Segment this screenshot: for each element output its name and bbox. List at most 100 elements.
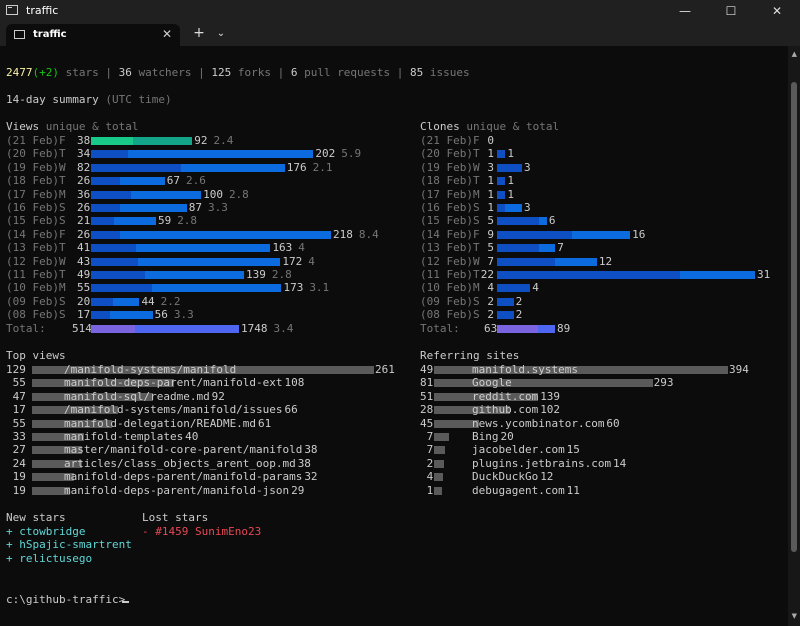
referring-bar xyxy=(434,406,511,415)
summary-heading: 14-day summary (UTC time) xyxy=(6,93,172,106)
top-view-unique: 19 xyxy=(12,470,26,484)
clones-total-label: Total: xyxy=(420,321,460,335)
clones-bar xyxy=(497,271,755,279)
clones-title: Clones xyxy=(420,120,460,133)
views-bar xyxy=(91,311,153,320)
views-bar xyxy=(91,271,245,279)
clones-bar-unique xyxy=(497,177,506,186)
referring-heading: Referring sites xyxy=(420,349,520,362)
views-total-label: Total: xyxy=(6,321,46,335)
clones-bar xyxy=(497,311,514,320)
top-view-total: 261 xyxy=(375,363,395,376)
clones-total-value: 16 xyxy=(632,227,646,241)
top-view-path: manifold-delegation/README.md xyxy=(64,416,257,430)
views-date-label: (12 Feb)W xyxy=(6,254,66,268)
referring-bar xyxy=(434,379,653,388)
views-heading: Views unique & total xyxy=(6,120,138,133)
scroll-up-icon[interactable]: ▲ xyxy=(791,50,797,58)
views-bar-total xyxy=(91,257,281,266)
views-total-value: 172 xyxy=(282,254,303,268)
clones-date-label: (18 Feb)T xyxy=(420,174,480,188)
views-ratio-value: 3.3 xyxy=(208,201,228,214)
top-view-bar xyxy=(32,446,82,455)
views-bar xyxy=(91,137,193,145)
clones-bar xyxy=(497,190,506,199)
clones-date-label: (21 Feb)F xyxy=(420,134,480,147)
views-date-label: (20 Feb)T xyxy=(6,147,66,161)
views-total-value: 56 xyxy=(154,308,168,322)
top-view-total: 32 xyxy=(304,470,318,484)
summary-sub: (UTC time) xyxy=(105,93,172,106)
new-tab-button[interactable]: + xyxy=(193,25,205,41)
views-bar-unique xyxy=(91,217,115,226)
views-bar-unique xyxy=(91,284,152,293)
clones-total-value: 7 xyxy=(557,241,564,255)
views-total-value: 44 xyxy=(141,294,155,308)
referring-total: 394 xyxy=(729,363,749,376)
clones-bar-unique xyxy=(497,190,506,199)
views-ratio-value: 2.6 xyxy=(186,174,206,188)
top-view-total: 29 xyxy=(291,483,305,497)
views-date-label: (09 Feb)S xyxy=(6,294,66,308)
clones-total-value: 2 xyxy=(515,308,523,322)
stars-label: stars | xyxy=(59,66,119,79)
views-ratio-value: 2.1 xyxy=(312,160,333,174)
referring-bar xyxy=(434,366,728,374)
clones-heading: Clones unique & total xyxy=(420,120,559,133)
views-bar-total xyxy=(91,230,331,239)
top-view-bar xyxy=(32,379,174,388)
clones-unique-value: 4 xyxy=(487,281,494,295)
scroll-down-icon[interactable]: ▼ xyxy=(791,612,797,620)
summary-title: 14-day summary xyxy=(6,93,99,106)
referring-site: github.com xyxy=(472,403,539,417)
views-title: Views xyxy=(6,120,40,133)
scrollbar-thumb[interactable] xyxy=(791,82,797,552)
stars-count: 2477 xyxy=(6,66,33,79)
referring-site: Bing xyxy=(472,430,499,443)
top-view-total: 38 xyxy=(297,456,311,470)
top-view-unique: 47 xyxy=(12,389,26,403)
clones-bar xyxy=(497,257,597,266)
clones-bar-unique xyxy=(497,257,556,266)
top-view-path: manifold-deps-parent/manifold-params xyxy=(64,470,303,484)
clones-bar-unique xyxy=(497,204,506,212)
top-view-bar xyxy=(32,406,119,415)
dropdown-chevron-icon[interactable]: ⌄ xyxy=(216,28,226,39)
top-view-path: articles/class_objects_arent_oop.md xyxy=(64,456,296,470)
views-date-label: (19 Feb)W xyxy=(6,160,66,174)
clones-date-label: (16 Feb)S xyxy=(420,201,480,214)
clones-total-value: 4 xyxy=(532,281,539,295)
top-view-total: 92 xyxy=(211,389,225,403)
referring-site: DuckDuckGo xyxy=(472,470,539,484)
close-button[interactable]: ✕ xyxy=(771,4,783,18)
clones-unique-value: 22 xyxy=(480,268,494,281)
referring-unique: 45 xyxy=(420,416,434,430)
top-view-unique: 19 xyxy=(12,483,26,497)
top-view-path: master/manifold-core-parent/manifold xyxy=(64,443,303,457)
views-bar-total xyxy=(91,177,165,186)
maximize-button[interactable]: ☐ xyxy=(725,4,737,18)
clones-date-label: (09 Feb)S xyxy=(420,294,480,308)
top-view-unique: 55 xyxy=(12,376,26,390)
top-view-path: /manifold-systems/manifold xyxy=(64,363,237,376)
views-unique-value: 21 xyxy=(77,214,91,228)
clones-bar-unique xyxy=(497,311,514,320)
tab-close-icon[interactable]: ✕ xyxy=(161,27,172,41)
top-view-path: manifold-deps-parent/manifold-ext xyxy=(64,376,283,390)
clones-bar-unique xyxy=(497,217,539,226)
minimize-button[interactable]: — xyxy=(679,4,691,18)
clones-unique-value: 9 xyxy=(487,227,494,241)
views-unique-value: 49 xyxy=(77,268,91,281)
top-view-path: manifold-sql/readme.md xyxy=(64,389,210,403)
referring-unique: 49 xyxy=(420,363,434,376)
top-view-bar xyxy=(32,419,112,428)
views-unique-value: 17 xyxy=(77,308,91,322)
clones-unique-value: 2 xyxy=(487,294,494,308)
clones-total-value: 2 xyxy=(515,294,523,308)
new-stars-heading: New stars xyxy=(6,511,66,524)
tab-traffic[interactable]: traffic ✕ xyxy=(6,24,180,48)
top-view-total: 66 xyxy=(284,403,298,417)
clones-date-label: (17 Feb)M xyxy=(420,187,480,201)
command-prompt[interactable]: c:\github-traffic> xyxy=(6,593,126,606)
views-bar-unique xyxy=(91,150,129,159)
